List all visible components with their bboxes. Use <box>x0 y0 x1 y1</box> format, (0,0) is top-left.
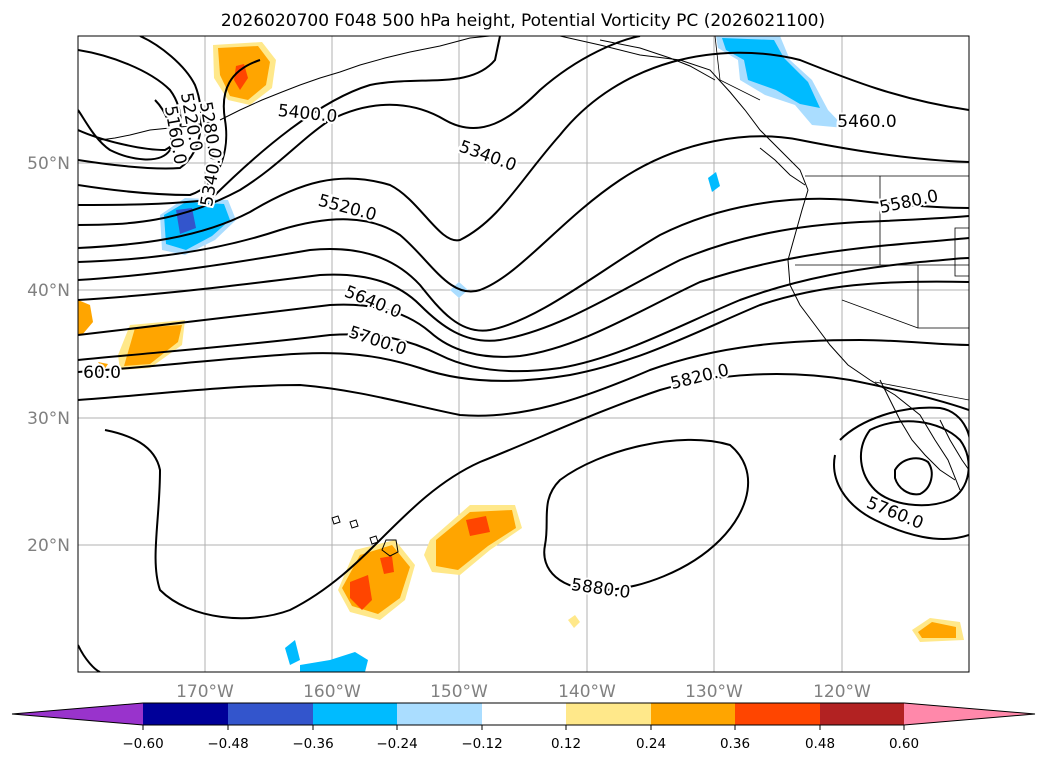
lon-label-170w: 170°W <box>176 682 234 702</box>
contour-5400 <box>78 36 641 226</box>
lon-label-160w: 160°W <box>303 682 361 702</box>
colorbar-bin-5 <box>482 703 566 725</box>
contour-5760-low <box>859 420 969 507</box>
colorbar-bin-8 <box>735 703 820 725</box>
contour-5580 <box>78 197 969 332</box>
coast-alaska-peninsula <box>219 36 491 121</box>
pv-area-aleutian-peak <box>234 64 248 90</box>
contour-5820-low <box>839 406 969 460</box>
colorbar-bin-6 <box>566 703 651 725</box>
contour-5220 <box>78 49 182 152</box>
border-id <box>954 227 969 277</box>
lon-label-130w: 130°W <box>685 682 743 702</box>
lon-label-120w: 120°W <box>813 682 871 702</box>
map-title: 2026020700 F048 500 hPa height, Potentia… <box>221 11 825 31</box>
colorbar-bin-1 <box>143 703 228 725</box>
hawaii-kauai <box>331 515 341 525</box>
contour-5820 <box>78 338 969 417</box>
contour-5880-north <box>104 373 969 620</box>
lon-label-140w: 140°W <box>558 682 616 702</box>
colorbar-tick-label-1: −0.60 <box>122 736 163 752</box>
colorbar-extend-high <box>904 703 1035 725</box>
contour-5340 <box>78 36 501 206</box>
pv-area-hawaii-west-peak2 <box>380 556 394 574</box>
coast-vancouver-island <box>759 147 806 186</box>
contour-5460 <box>78 51 969 249</box>
longitude-labels: 170°W 160°W 150°W 140°W 130°W 120°W <box>176 682 871 702</box>
colorbar-tick-label-7: 0.24 <box>636 736 666 752</box>
height-contours <box>78 36 969 672</box>
border-ca-az <box>841 299 919 329</box>
contour-5700-low <box>894 457 933 496</box>
lat-label-40n: 40°N <box>27 281 70 301</box>
colorbar-bin-4 <box>397 703 482 725</box>
coastlines <box>99 36 969 557</box>
pv-area-neg-south-1 <box>285 640 300 665</box>
contour-5640 <box>78 215 969 342</box>
lon-label-150w: 150°W <box>430 682 488 702</box>
pv-area-hawaii-east-peak <box>466 516 490 536</box>
colorbar-tick-label-3: −0.36 <box>292 736 333 752</box>
colorbar: −0.60 −0.48 −0.36 −0.24 −0.12 0.12 0.24 … <box>11 702 1036 752</box>
pv-area-neg-small-1 <box>708 172 720 192</box>
lat-label-20n: 20°N <box>27 536 70 556</box>
colorbar-tick-label-10: 0.60 <box>889 736 919 752</box>
contour-5760-north <box>78 257 969 373</box>
colorbar-extend-low <box>12 703 143 725</box>
contour-5280 <box>78 36 203 170</box>
contour-5520 <box>78 135 969 293</box>
border-ak-canada <box>714 36 761 101</box>
colorbar-tick-label-5: −0.12 <box>461 736 502 752</box>
coast-bc <box>599 39 716 81</box>
colorbar-bin-2 <box>228 703 313 725</box>
contour-5760 <box>78 280 969 382</box>
contour-label-60: 60.0 <box>83 363 121 383</box>
contour-5160 <box>78 99 173 161</box>
coast-baja <box>879 379 956 481</box>
contour-5880 <box>543 438 750 592</box>
pv-area-neg-gulf-core <box>722 38 820 108</box>
map-panel: 5400.0 5340.0 5460.0 5520.0 5580.0 5640.… <box>77 35 970 673</box>
pv-area-midpac-west-core <box>124 325 182 366</box>
colorbar-tick-label-9: 0.48 <box>805 736 835 752</box>
contour-5700 <box>78 237 969 358</box>
pv-area-small-2 <box>98 362 108 370</box>
borders <box>714 36 969 401</box>
pv-area-neg-south-2 <box>300 652 368 672</box>
coast-us-west <box>787 189 961 491</box>
lat-label-50n: 50°N <box>27 154 70 174</box>
coast-gulf-of-alaska <box>559 36 809 191</box>
contour-label-5460: 5460.0 <box>837 112 896 132</box>
latitude-labels: 50°N 40°N 30°N 20°N <box>27 154 70 556</box>
coast-aleutians <box>99 121 211 141</box>
colorbar-bin-9 <box>820 703 904 725</box>
colorbar-bin-7 <box>651 703 735 725</box>
lat-label-30n: 30°N <box>27 409 70 429</box>
pv-negative-areas <box>160 36 845 672</box>
contour-5880-low <box>833 454 969 541</box>
pv-area-baja-south-core <box>918 622 956 638</box>
border-us-mexico <box>874 381 969 401</box>
colorbar-tick-label-2: −0.48 <box>207 736 248 752</box>
colorbar-tick-label-6: 0.12 <box>551 736 581 752</box>
colorbar-tick-label-8: 0.36 <box>720 736 750 752</box>
pv-area-hawaii-east-core <box>436 510 516 570</box>
pv-area-small-1 <box>568 615 580 628</box>
pv-area-west-edge <box>78 300 93 335</box>
contour-5340-west <box>78 59 261 197</box>
hawaii-oahu <box>349 519 359 529</box>
hawaii-big-island <box>381 539 399 557</box>
colorbar-ticks <box>142 725 905 730</box>
colorbar-tick-label-4: −0.24 <box>376 736 417 752</box>
contour-5880-west <box>78 644 101 672</box>
pv-positive-areas <box>78 42 964 642</box>
map-frame <box>77 35 970 673</box>
pv-area-hawaii-west-peak <box>350 575 372 610</box>
colorbar-bin-3 <box>313 703 397 725</box>
